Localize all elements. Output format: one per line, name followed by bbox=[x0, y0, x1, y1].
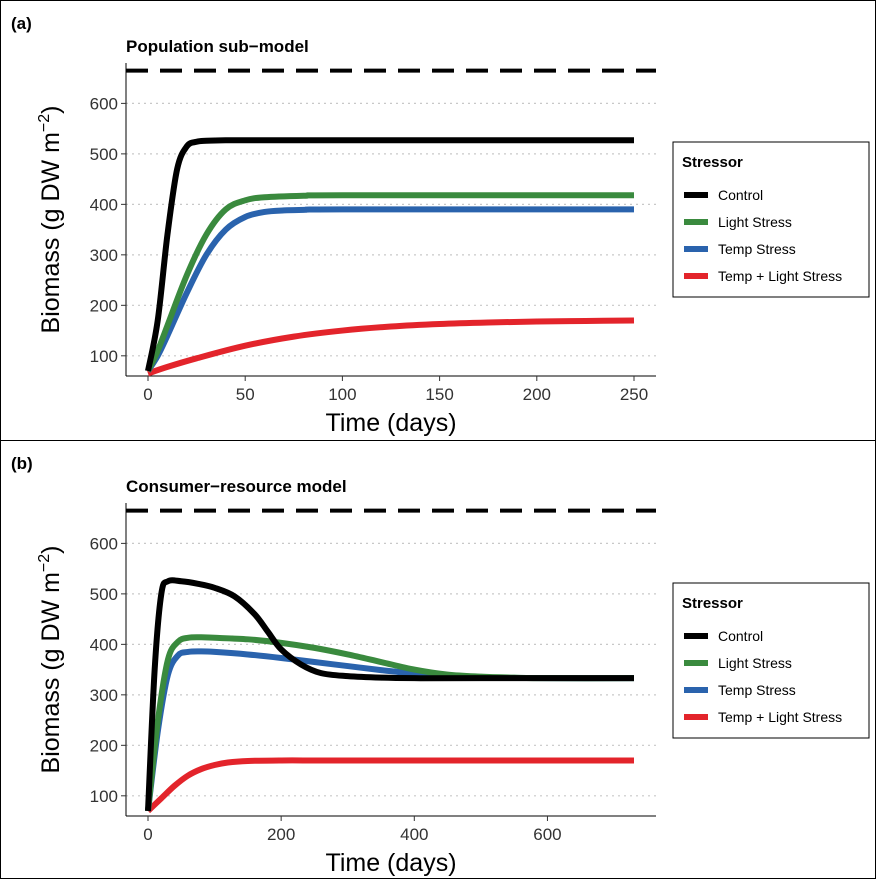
legend-label: Control bbox=[718, 187, 763, 203]
series-line-temp-light-stress bbox=[145, 757, 634, 814]
legend-label: Control bbox=[718, 628, 763, 644]
panel-label: (a) bbox=[11, 14, 32, 33]
x-axis-title: Time (days) bbox=[325, 409, 456, 437]
y-tick-label: 600 bbox=[90, 94, 118, 113]
legend-label: Temp Stress bbox=[718, 241, 796, 257]
legend-title: Stressor bbox=[682, 595, 743, 612]
y-tick-label: 200 bbox=[90, 296, 118, 315]
x-tick-label: 400 bbox=[400, 825, 428, 844]
series-line-control bbox=[145, 137, 634, 372]
legend-label: Light Stress bbox=[718, 214, 792, 230]
series-line-light-stress bbox=[145, 192, 635, 373]
x-tick-label: 100 bbox=[328, 385, 356, 404]
y-tick-label: 500 bbox=[90, 585, 118, 604]
legend-label: Temp Stress bbox=[718, 682, 796, 698]
x-tick-label: 200 bbox=[267, 825, 295, 844]
legend-label: Light Stress bbox=[718, 655, 792, 671]
x-tick-label: 0 bbox=[143, 825, 152, 844]
chart-a-svg: (a)Population sub−model10020030040050060… bbox=[11, 14, 870, 437]
y-tick-label: 100 bbox=[90, 347, 118, 366]
y-tick-label: 400 bbox=[90, 635, 118, 654]
x-tick-label: 200 bbox=[523, 385, 551, 404]
x-tick-label: 0 bbox=[143, 385, 152, 404]
y-tick-label: 100 bbox=[90, 787, 118, 806]
chart-title: Consumer−resource model bbox=[126, 477, 347, 496]
x-tick-label: 250 bbox=[620, 385, 648, 404]
x-tick-label: 50 bbox=[236, 385, 255, 404]
panel-a: (a) Population sub−model 100 200 300 400 500 60… bbox=[0, 0, 876, 441]
series-line-temp-light-stress bbox=[147, 317, 635, 377]
y-tick-label: 200 bbox=[90, 736, 118, 755]
x-tick-label: 600 bbox=[533, 825, 561, 844]
y-tick-label: 400 bbox=[90, 195, 118, 214]
legend-label: Temp + Light Stress bbox=[718, 709, 842, 725]
x-tick-label: 150 bbox=[425, 385, 453, 404]
legend-title: Stressor bbox=[682, 154, 743, 171]
y-tick-label: 300 bbox=[90, 686, 118, 705]
y-tick-label: 500 bbox=[90, 145, 118, 164]
panel-b: (b) Consumer−resource model 100 200 300 400 50… bbox=[0, 440, 876, 879]
series-line-control bbox=[145, 577, 634, 812]
series-line-light-stress bbox=[145, 634, 635, 812]
y-tick-label: 300 bbox=[90, 246, 118, 265]
panel-label: (b) bbox=[11, 454, 33, 473]
y-tick-label: 600 bbox=[90, 534, 118, 553]
x-axis-title: Time (days) bbox=[325, 849, 456, 877]
y-axis-title: Biomass (g DW m−2) bbox=[36, 106, 65, 334]
chart-b-svg: (b) Consumer−resource model 100 200 300 400 50… bbox=[11, 454, 870, 877]
series-line-temp-stress bbox=[145, 206, 635, 373]
y-axis-title: Biomass (g DW m−2) bbox=[36, 546, 65, 774]
legend-label: Temp + Light Stress bbox=[718, 268, 842, 284]
chart-title: Population sub−model bbox=[126, 37, 309, 56]
